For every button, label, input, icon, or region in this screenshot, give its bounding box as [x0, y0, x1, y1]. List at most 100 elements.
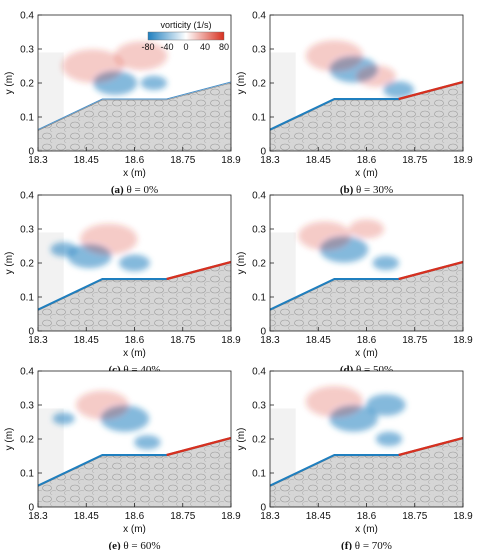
plot-area: [38, 195, 231, 331]
y-tick-label: 0.4: [252, 367, 266, 378]
x-axis-label: x (m): [123, 348, 146, 359]
y-tick-label: 0: [28, 327, 34, 338]
panel-e: 18.3 18.45 18.6 18.75 18.9 0 0.1 0.2 0.3 0.4 x (m)…: [4, 367, 241, 553]
y-tick-label: 0.4: [20, 191, 34, 202]
x-tick-label: 18.9: [221, 511, 241, 522]
bed-surface-positive: [166, 436, 231, 457]
vortex-blob: [114, 41, 168, 71]
vorticity-field: [305, 386, 406, 447]
vortex-blob: [366, 394, 406, 416]
y-tick-label: 0.1: [20, 113, 34, 124]
vorticity-field: [61, 41, 168, 95]
x-tick-label: 18.45: [74, 511, 99, 522]
y-tick-label: 0.4: [20, 11, 34, 22]
y-axis-label: y (m): [236, 72, 247, 95]
bed-surface-positive: [398, 260, 463, 281]
y-tick-label: 0.4: [20, 367, 34, 378]
vortex-blob: [356, 65, 396, 87]
x-tick-label: 18.3: [28, 155, 48, 166]
colorbar-tick-label: 0: [183, 42, 188, 52]
panel-caption-text: θ = 30%: [353, 184, 393, 196]
x-tick-label: 18.75: [170, 511, 195, 522]
water-region: [38, 52, 64, 131]
x-tick-label: 18.6: [357, 335, 377, 346]
y-tick-label: 0.3: [20, 225, 34, 236]
vortex-blob: [305, 386, 363, 418]
y-tick-label: 0.2: [252, 79, 266, 90]
vortex-blob: [134, 435, 161, 450]
y-tick-label: 0: [28, 503, 34, 514]
y-axis-label: y (m): [4, 72, 15, 95]
x-tick-label: 18.75: [402, 335, 427, 346]
panel-caption-text: θ = 70%: [352, 540, 392, 550]
colorbar: vorticity (1/s) -80 -40 0 40 80: [141, 20, 229, 52]
bed-surface-layer: [38, 81, 231, 131]
water-region: [270, 408, 296, 487]
panel-f: 18.3 18.45 18.6 18.75 18.9 0 0.1 0.2 0.3 0.4 x (m)…: [236, 367, 473, 553]
colorbar-gradient: [147, 31, 225, 41]
x-tick-label: 18.45: [306, 511, 331, 522]
porous-bed: [38, 82, 231, 151]
colorbar-tick-label: -80: [141, 42, 154, 52]
y-tick-label: 0.3: [20, 401, 34, 412]
panel-caption-letter: (a): [111, 184, 124, 196]
water-region: [270, 52, 296, 131]
panel-caption-letter: (e): [108, 540, 121, 550]
x-tick-label: 18.75: [402, 511, 427, 522]
plot-area: [38, 371, 231, 507]
panel-caption: (a) θ = 0%: [111, 184, 158, 196]
y-tick-label: 0.2: [20, 79, 34, 90]
x-tick-label: 18.6: [125, 335, 145, 346]
vortex-blob: [305, 40, 363, 72]
panel-caption-text: θ = 60%: [121, 540, 161, 550]
panel-c: 18.3 18.45 18.6 18.75 18.9 0 0.1 0.2 0.3 0.4 x (m)…: [4, 191, 241, 377]
x-tick-label: 18.6: [125, 155, 145, 166]
colorbar-tick-label: 40: [200, 42, 210, 52]
x-tick-label: 18.75: [402, 155, 427, 166]
x-tick-label: 18.3: [260, 511, 280, 522]
panel-caption: (b) θ = 30%: [340, 184, 393, 196]
vortex-blob: [372, 255, 399, 271]
plot-area: [270, 15, 463, 151]
x-axis-label: x (m): [123, 524, 146, 535]
x-axis-label: x (m): [355, 168, 378, 179]
vortex-blob: [50, 242, 77, 257]
y-tick-label: 0.3: [252, 225, 266, 236]
x-tick-label: 18.3: [260, 335, 280, 346]
x-tick-label: 18.3: [260, 155, 280, 166]
y-tick-label: 0.2: [252, 435, 266, 446]
x-tick-label: 18.45: [74, 155, 99, 166]
x-tick-label: 18.9: [453, 335, 473, 346]
y-tick-label: 0: [28, 147, 34, 158]
x-axis-label: x (m): [123, 168, 146, 179]
y-tick-label: 0.3: [20, 45, 34, 56]
vortex-blob: [75, 390, 129, 420]
y-tick-label: 0.4: [252, 11, 266, 22]
panel-caption-letter: (f): [341, 540, 352, 550]
y-tick-label: 0: [260, 327, 266, 338]
y-tick-label: 0.2: [252, 259, 266, 270]
colorbar-title: vorticity (1/s): [160, 20, 211, 30]
bed-surface-positive: [398, 436, 463, 457]
colorbar-tick-label: -40: [160, 42, 173, 52]
vortex-blob: [52, 412, 75, 425]
vortex-blob: [348, 219, 385, 239]
panel-caption-text: θ = 0%: [124, 184, 158, 196]
plot-area: [270, 371, 463, 507]
y-axis-label: y (m): [236, 252, 247, 275]
x-tick-label: 18.9: [221, 335, 241, 346]
y-axis-label: y (m): [236, 428, 247, 451]
y-tick-label: 0.1: [20, 293, 34, 304]
x-tick-label: 18.6: [125, 511, 145, 522]
vortex-blob: [298, 221, 352, 251]
vortex-blob: [80, 223, 138, 255]
x-axis-label: x (m): [355, 524, 378, 535]
x-tick-label: 18.9: [453, 511, 473, 522]
panel-caption-letter: (b): [340, 184, 354, 196]
y-tick-label: 0: [260, 503, 266, 514]
x-tick-label: 18.3: [28, 335, 48, 346]
x-tick-label: 18.75: [170, 335, 195, 346]
y-tick-label: 0.2: [20, 435, 34, 446]
y-tick-label: 0.3: [252, 45, 266, 56]
